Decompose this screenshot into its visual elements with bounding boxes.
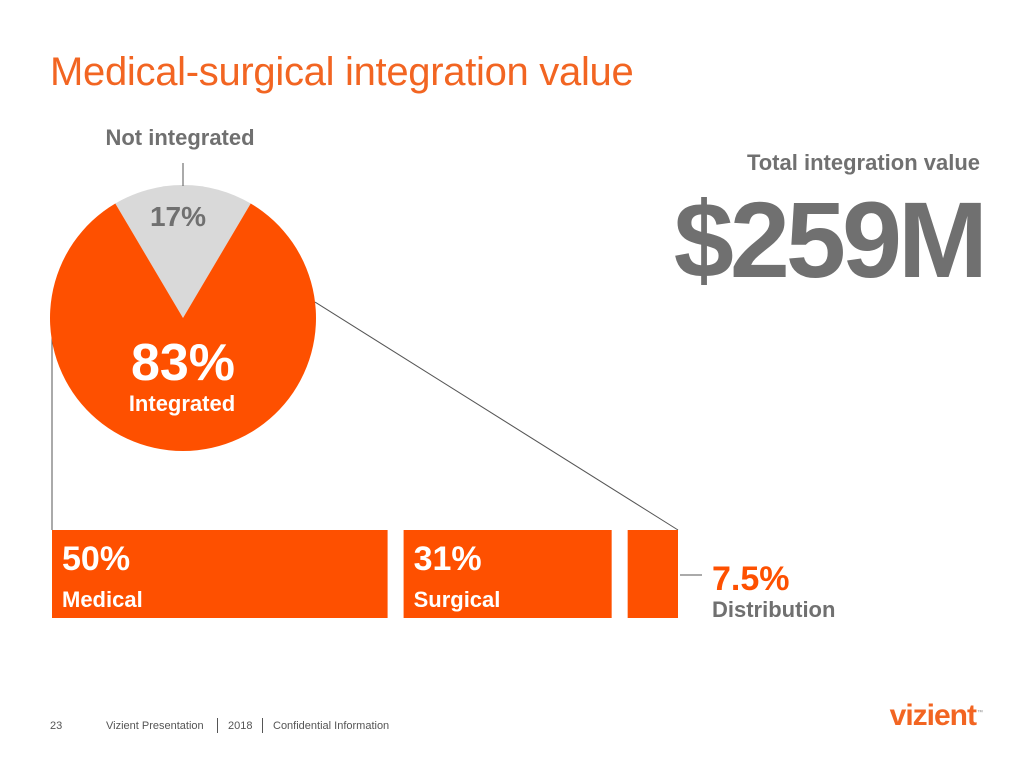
footer-year: 2018	[228, 720, 253, 732]
footer-separator	[262, 718, 263, 733]
footer-presenter: Vizient Presentation	[106, 720, 204, 732]
bar-label-distribution: Distribution	[712, 597, 835, 622]
pie-label-not-integrated: Not integrated	[105, 125, 254, 150]
footer-separator	[217, 718, 218, 733]
vizient-logo: vizient™	[889, 699, 983, 732]
bar-label-medical: Medical	[62, 587, 143, 612]
pie-value-integrated: 83%	[131, 334, 235, 392]
page-number: 23	[50, 720, 63, 732]
pie-label-integrated: Integrated	[129, 391, 235, 416]
total-label: Total integration value	[746, 150, 980, 175]
bar-distribution	[627, 530, 678, 618]
total-value: $259M	[673, 179, 988, 300]
pie-chart: Not integrated 17% 83%Integrated	[50, 125, 317, 451]
bar-medical	[52, 530, 388, 618]
pie-slice-not-integrated	[115, 185, 251, 318]
bar-label-surgical: Surgical	[414, 587, 501, 612]
slide-title: Medical-surgical integration value	[50, 50, 634, 94]
pie-value-not-integrated: 17%	[150, 201, 206, 232]
bar-value-surgical: 31%	[414, 540, 482, 578]
connector-right	[314, 301, 679, 531]
footer-confidentiality: Confidential Information	[273, 720, 390, 732]
bar-chart: 50% Medical 31% Surgical 7.5%Distribution	[52, 530, 835, 622]
bar-value-distribution: 7.5%	[712, 560, 790, 598]
bar-surgical	[403, 530, 612, 618]
footer: 23 Vizient Presentation 2018 Confidentia…	[0, 718, 1024, 736]
bar-value-medical: 50%	[62, 540, 130, 578]
connector-left	[51, 317, 53, 530]
pie-slice-integrated	[50, 203, 317, 451]
